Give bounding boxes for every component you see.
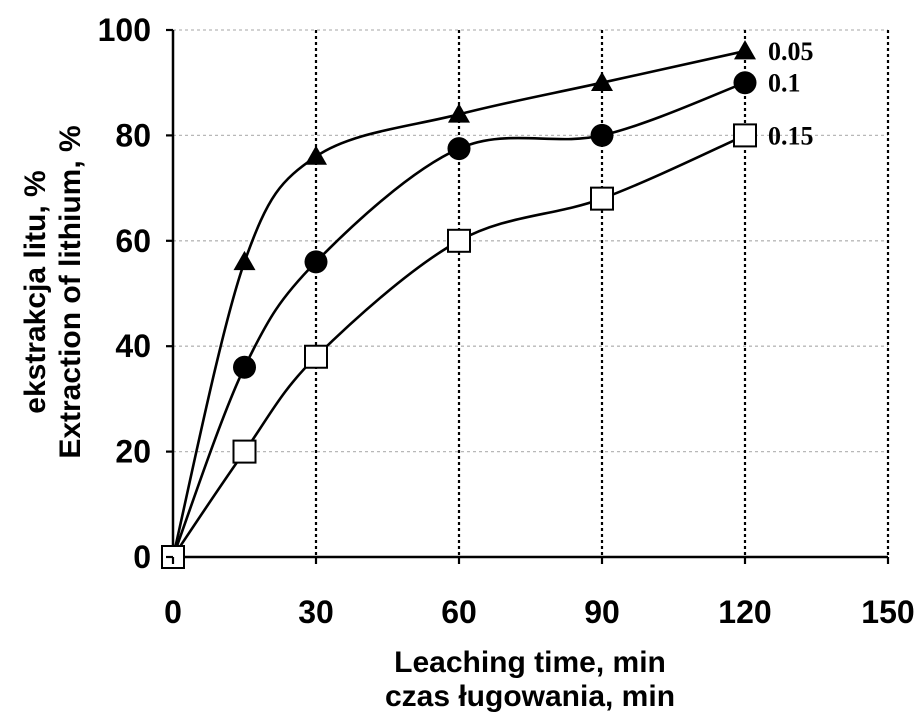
series-label-0.05: 0.05 bbox=[768, 37, 814, 66]
y-tick-label-20: 20 bbox=[115, 434, 151, 470]
point-0.1-60 bbox=[447, 137, 471, 161]
point-0.05-60 bbox=[448, 103, 470, 123]
y-tick-label-0: 0 bbox=[133, 539, 151, 575]
y-axis-title-line-1: ekstrakcja litu, % bbox=[19, 170, 52, 413]
point-0.1-15 bbox=[233, 355, 256, 379]
point-0.15-120 bbox=[733, 123, 757, 148]
axes bbox=[171, 30, 888, 559]
series-labels: 0.05 0.1 0.15 bbox=[768, 37, 814, 150]
x-tick-label-120: 120 bbox=[718, 594, 771, 630]
point-0.15-90 bbox=[590, 186, 614, 211]
point-0.1-30 bbox=[304, 250, 328, 274]
point-0.15-15 bbox=[232, 439, 257, 464]
x-tick-label-60: 60 bbox=[441, 594, 477, 630]
point-0.1-90 bbox=[590, 123, 614, 147]
point-0.1-120 bbox=[733, 71, 757, 95]
x-tick-label-90: 90 bbox=[584, 594, 620, 630]
y-axis-title-line-2: Extraction of lithium, % bbox=[54, 125, 87, 458]
x-axis-title-line-2: czas ługowania, min bbox=[385, 680, 675, 713]
y-tick-label-80: 80 bbox=[115, 117, 151, 153]
x-tick-label-30: 30 bbox=[298, 594, 334, 630]
point-0.15-60 bbox=[447, 228, 471, 253]
tick-labels: 0 20 40 60 80 100 0 30 60 90 120 150 bbox=[98, 12, 915, 630]
series-markers bbox=[161, 40, 757, 569]
point-0.05-15 bbox=[233, 250, 256, 271]
series-label-0.15: 0.15 bbox=[768, 121, 814, 150]
point-0.05-90 bbox=[591, 71, 613, 91]
point-0.05-30 bbox=[305, 145, 327, 165]
y-tick-label-60: 60 bbox=[115, 223, 151, 259]
grid bbox=[173, 29, 890, 557]
series-label-0.1: 0.1 bbox=[768, 69, 801, 98]
series-line-0.05 bbox=[171, 49, 746, 558]
y-tick-label-40: 40 bbox=[115, 328, 151, 364]
point-0.15-30 bbox=[304, 344, 328, 369]
x-tick-label-150: 150 bbox=[861, 594, 914, 630]
x-tick-label-0: 0 bbox=[164, 594, 182, 630]
point-0.05-120 bbox=[734, 40, 756, 60]
y-tick-label-100: 100 bbox=[98, 12, 151, 48]
x-axis-title-line-1: Leaching time, min bbox=[394, 646, 666, 679]
series-line-0.1 bbox=[171, 81, 746, 558]
